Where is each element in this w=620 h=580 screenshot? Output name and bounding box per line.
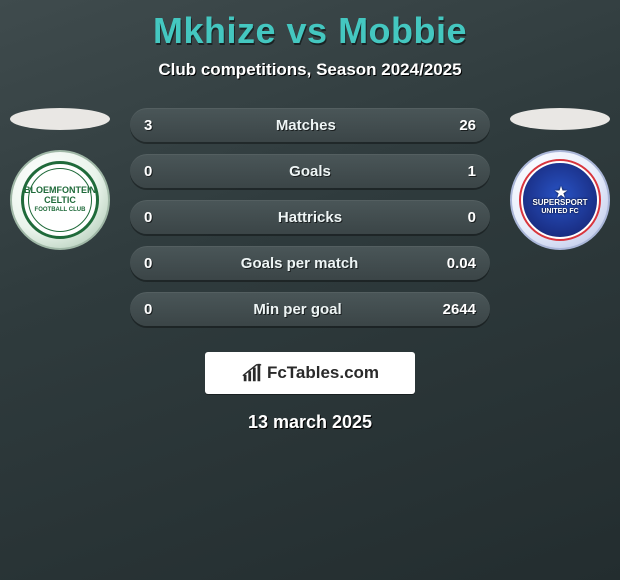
star-icon: ★	[532, 185, 587, 200]
stat-right-value: 1	[468, 163, 476, 180]
stat-row: 0Min per goal2644	[130, 292, 490, 326]
stat-rows: 3Matches260Goals10Hattricks00Goals per m…	[130, 108, 490, 338]
chart-icon	[241, 362, 263, 384]
left-crest-sub: FOOTBALL CLUB	[24, 207, 96, 213]
comparison-block: BLOEMFONTEIN CELTIC FOOTBALL CLUB ★ SUPE…	[0, 108, 620, 338]
stat-label: Goals	[152, 163, 467, 180]
stat-row: 0Goals1	[130, 154, 490, 188]
brand-badge: FcTables.com	[205, 352, 415, 394]
right-side: ★ SUPERSPORT UNITED FC	[500, 108, 620, 250]
right-crest-bottom: UNITED FC	[532, 208, 587, 215]
right-player-oval	[510, 108, 610, 130]
stat-row: 0Goals per match0.04	[130, 246, 490, 280]
stat-row: 0Hattricks0	[130, 200, 490, 234]
stat-right-value: 0.04	[447, 255, 476, 272]
left-crest-inner: BLOEMFONTEIN CELTIC FOOTBALL CLUB	[21, 161, 99, 239]
player1-name: Mkhize	[153, 10, 276, 51]
generation-date: 13 march 2025	[0, 412, 620, 433]
left-crest-text: BLOEMFONTEIN CELTIC	[24, 186, 96, 205]
stat-label: Goals per match	[152, 255, 446, 272]
player2-name: Mobbie	[338, 10, 467, 51]
title-vs: vs	[287, 10, 328, 51]
stat-left-value: 0	[144, 209, 152, 226]
left-club-crest: BLOEMFONTEIN CELTIC FOOTBALL CLUB	[10, 150, 110, 250]
stat-right-value: 26	[459, 117, 476, 134]
stat-label: Min per goal	[152, 301, 442, 318]
stat-right-value: 2644	[443, 301, 476, 318]
left-player-oval	[10, 108, 110, 130]
right-crest-top: SUPERSPORT	[532, 199, 587, 207]
stat-left-value: 0	[144, 163, 152, 180]
left-side: BLOEMFONTEIN CELTIC FOOTBALL CLUB	[0, 108, 120, 250]
right-club-crest: ★ SUPERSPORT UNITED FC	[510, 150, 610, 250]
stat-right-value: 0	[468, 209, 476, 226]
stat-label: Hattricks	[152, 209, 467, 226]
stat-label: Matches	[152, 117, 459, 134]
subtitle: Club competitions, Season 2024/2025	[0, 60, 620, 80]
page-title: Mkhize vs Mobbie	[0, 0, 620, 52]
brand-text: FcTables.com	[267, 363, 379, 383]
stat-row: 3Matches26	[130, 108, 490, 142]
stat-left-value: 0	[144, 301, 152, 318]
stat-left-value: 3	[144, 117, 152, 134]
stat-left-value: 0	[144, 255, 152, 272]
right-crest-inner: ★ SUPERSPORT UNITED FC	[519, 159, 601, 241]
